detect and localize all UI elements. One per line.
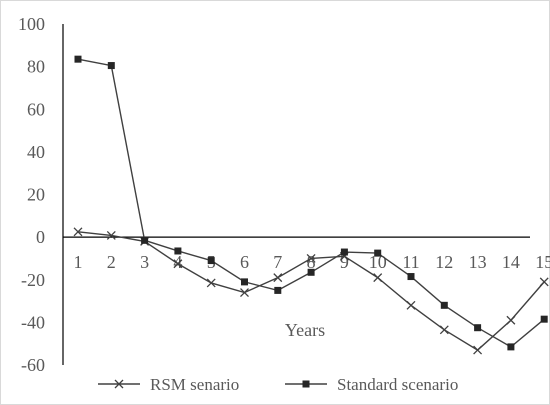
x-marker-stroke	[73, 227, 83, 237]
x-marker	[273, 273, 283, 283]
x-marker-stroke	[373, 273, 383, 283]
y-tick-labels: 100 80 60 40 20 0 -20 -40 -60	[18, 14, 45, 375]
x-marker-stroke	[539, 277, 549, 287]
series-line	[77, 58, 545, 348]
x-marker	[240, 288, 249, 297]
square-marker	[540, 315, 548, 323]
square-marker	[407, 273, 415, 281]
x-marker-stroke	[439, 325, 449, 335]
square-marker	[107, 62, 115, 70]
x-marker	[306, 253, 316, 263]
square-marker	[174, 247, 182, 255]
x-marker	[539, 277, 549, 287]
x-marker	[473, 345, 483, 355]
x-tick-label: 11	[402, 252, 419, 272]
x-marker	[506, 315, 516, 325]
y-tick-label: -40	[21, 312, 45, 332]
x-marker-stroke	[506, 315, 516, 325]
y-tick-label: 20	[27, 185, 45, 205]
x-marker-stroke	[240, 288, 249, 297]
square-marker	[507, 343, 515, 351]
square-marker	[74, 55, 82, 63]
x-marker	[373, 273, 383, 283]
square-marker	[207, 257, 215, 265]
square-marker	[474, 324, 482, 332]
x-tick-label: 14	[502, 252, 520, 272]
x-marker	[73, 227, 83, 237]
y-tick-label: 80	[27, 57, 45, 77]
x-marker-stroke	[473, 345, 483, 355]
x-marker-stroke	[273, 273, 283, 283]
x-marker	[106, 230, 116, 240]
x-tick-label: 1	[74, 252, 83, 272]
x-tick-label: 15	[535, 252, 550, 272]
x-marker-stroke	[406, 300, 416, 310]
y-tick-label: 40	[27, 142, 45, 162]
x-tick-label: 7	[273, 252, 282, 272]
x-marker	[173, 259, 183, 269]
x-marker-stroke	[106, 230, 116, 240]
square-marker	[307, 268, 315, 276]
x-tick-label: 9	[340, 252, 349, 272]
legend-entry-1: RSM senario	[98, 375, 239, 394]
x-tick-label: 2	[107, 252, 116, 272]
square-marker	[241, 278, 248, 286]
legend-marker	[302, 380, 310, 388]
x-marker	[406, 300, 416, 310]
square-marker	[440, 301, 448, 309]
x-tick-label: 4	[173, 252, 182, 272]
x-marker	[206, 278, 216, 288]
x-tick-label: 8	[307, 252, 316, 272]
y-tick-label: 100	[18, 14, 45, 34]
y-tick-label: -20	[21, 270, 45, 290]
y-tick-label: -60	[21, 355, 45, 375]
y-tick-label: 0	[36, 227, 45, 247]
square-marker	[141, 236, 149, 244]
legend-marker	[114, 379, 124, 389]
legend-label: RSM senario	[150, 375, 239, 394]
series-group	[73, 55, 549, 355]
x-tick-label: 12	[435, 252, 453, 272]
square-marker	[340, 248, 348, 256]
x-marker-stroke	[306, 253, 316, 263]
square-marker	[274, 286, 282, 294]
legend-entry-2: Standard scenario	[285, 375, 458, 394]
y-tick-label: 60	[27, 99, 45, 119]
x-tick-label: 6	[240, 252, 249, 272]
legend-label: Standard scenario	[337, 375, 458, 394]
axes	[62, 24, 530, 365]
square-marker	[374, 249, 382, 257]
x-marker-stroke	[173, 259, 183, 269]
x-marker-stroke	[206, 278, 216, 288]
x-tick-label: 3	[140, 252, 149, 272]
x-marker	[439, 325, 449, 335]
legend: RSM senario Standard scenario	[98, 375, 458, 394]
x-axis-label: Years	[285, 320, 325, 340]
series-2	[74, 55, 548, 351]
x-tick-label: 13	[469, 252, 487, 272]
